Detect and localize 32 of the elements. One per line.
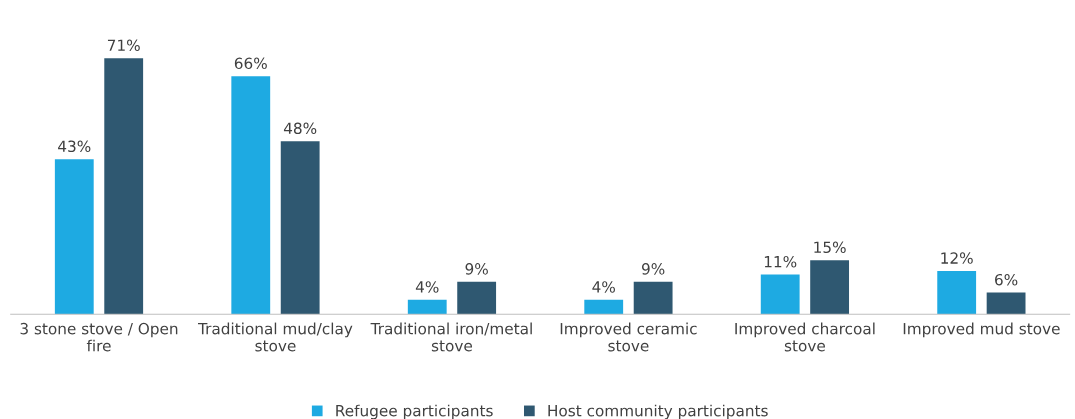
data-label: 9% [641, 263, 665, 275]
bar [810, 260, 850, 315]
legend-label: Refugee participants [336, 404, 493, 419]
bar [633, 281, 673, 315]
data-label: 9% [465, 263, 488, 275]
data-label: 71% [107, 39, 140, 52]
data-label: 43% [58, 140, 91, 153]
x-tick-label: Improved charcoal stove [735, 322, 875, 352]
x-tick-label: Improved mud stove [903, 322, 1060, 338]
data-label: 48% [283, 122, 317, 135]
bar [986, 292, 1026, 315]
legend-label: Host community participants [548, 404, 768, 419]
bar [280, 141, 320, 315]
bar [457, 281, 497, 315]
data-label: 4% [415, 281, 439, 293]
data-label: 15% [814, 241, 846, 254]
x-tick-label: 3 stone stove / Open fire [20, 322, 178, 352]
data-label: 6% [995, 273, 1018, 286]
data-label: 66% [234, 57, 267, 70]
bar [407, 299, 447, 315]
bar [937, 270, 977, 315]
x-tick-label: Improved ceramic stove [560, 322, 697, 352]
data-label: 12% [941, 252, 973, 264]
bar [54, 159, 94, 315]
bar [760, 274, 800, 315]
data-label: 11% [764, 255, 797, 268]
x-tick-label: Traditional iron/metal stove [370, 322, 532, 352]
bar [584, 299, 624, 315]
data-label: 4% [592, 281, 615, 293]
bar [104, 58, 144, 315]
bar [231, 76, 271, 315]
x-tick-label: Traditional mud/clay stove [198, 322, 353, 352]
